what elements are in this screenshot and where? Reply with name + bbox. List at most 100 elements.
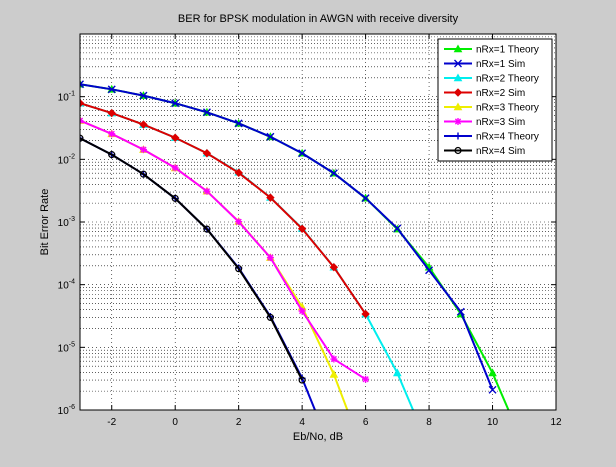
legend-item: nRx=4 Sim [444, 146, 525, 157]
data-point [488, 368, 497, 377]
data-point [108, 151, 116, 159]
legend-label: nRx=3 Sim [476, 117, 525, 128]
series-line [80, 119, 367, 381]
legend-marker [453, 73, 463, 82]
axes-ticks: -2 0 2 4 6 8 10 12 10-6 10-5 10-4 10-3 10-2 10-1 [58, 34, 562, 428]
legend-item: nRx=1 Theory [444, 44, 539, 56]
data-point [203, 225, 211, 233]
legend-marker [454, 146, 462, 155]
series-nrx-2-sim [80, 98, 370, 319]
data-point [139, 146, 147, 154]
data-point [298, 307, 306, 315]
y-tick-label: 10-3 [58, 216, 75, 229]
legend-label: nRx=3 Theory [476, 103, 539, 114]
series-group [80, 79, 528, 461]
data-point [266, 313, 274, 322]
x-tick-label: 10 [487, 417, 499, 428]
legend-label: nRx=2 Theory [476, 74, 539, 85]
y-tick-label: 10-2 [58, 153, 75, 166]
y-axis-label: Bit Error Rate [39, 189, 51, 256]
data-point [235, 265, 243, 273]
legend-item: nRx=3 Theory [444, 102, 539, 114]
x-tick-label: 12 [550, 417, 562, 428]
data-point [362, 375, 370, 383]
data-point [80, 80, 84, 89]
data-point [426, 444, 433, 450]
data-point [361, 194, 370, 203]
y-tick-label: 10-1 [58, 91, 75, 104]
data-point [234, 119, 243, 128]
data-point [456, 307, 465, 316]
series-nrx-1-sim [80, 80, 497, 394]
data-point [329, 369, 339, 378]
data-point [107, 108, 116, 118]
y-tick-label: 10-5 [58, 341, 75, 354]
x-axis-label: Eb/No, dB [293, 431, 343, 443]
y-tick-label: 10-6 [58, 404, 75, 417]
data-point [170, 133, 180, 142]
legend-label: nRx=2 Sim [476, 88, 525, 99]
data-point [330, 355, 338, 363]
legend-marker [453, 102, 463, 111]
legend-label: nRx=1 Theory [476, 45, 539, 56]
series-nrx-3-sim [80, 117, 370, 383]
data-point [80, 134, 84, 142]
data-point [266, 254, 274, 262]
data-point [202, 149, 212, 158]
data-point [139, 120, 148, 129]
legend-marker [454, 132, 462, 140]
data-point [330, 453, 337, 460]
data-point [139, 91, 148, 100]
legend: nRx=1 Theory nRx=1 Sim nRx=2 Theory nRx=2 S… [437, 38, 553, 162]
series-line [80, 137, 304, 381]
data-point [425, 266, 434, 275]
legend-marker [453, 44, 463, 53]
series-nrx-4-sim [80, 134, 306, 384]
data-point [80, 98, 85, 108]
data-point [171, 164, 179, 172]
data-point [297, 224, 307, 233]
legend-item: nRx=2 Sim [444, 88, 525, 99]
legend-box [437, 38, 553, 162]
x-tick-label: 8 [426, 417, 432, 428]
chart-title: BER for BPSK modulation in AWGN with rec… [178, 13, 459, 25]
x-tick-label: 0 [172, 417, 178, 428]
data-point [171, 194, 179, 202]
data-point [266, 193, 275, 202]
series-line [80, 83, 494, 391]
data-point [298, 376, 306, 384]
data-point [362, 455, 369, 461]
legend-marker [453, 88, 463, 97]
x-tick-label: -2 [107, 417, 116, 428]
data-point [107, 85, 116, 94]
series-line [80, 102, 367, 315]
data-point [202, 108, 211, 117]
data-point [488, 385, 497, 394]
legend-marker [454, 118, 462, 125]
legend-marker [454, 59, 462, 68]
data-point [171, 99, 180, 108]
x-tick-label: 4 [299, 417, 305, 428]
x-tick-label: 6 [363, 417, 369, 428]
data-point [108, 130, 116, 138]
data-point [329, 169, 338, 178]
x-tick-label: 2 [236, 417, 242, 428]
data-point [329, 262, 339, 272]
legend-label: nRx=1 Sim [476, 59, 525, 70]
legend-label: nRx=4 Sim [476, 146, 525, 157]
data-point [203, 187, 211, 195]
legend-item: nRx=1 Sim [444, 59, 525, 70]
data-point [393, 224, 402, 233]
y-tick-label: 10-4 [58, 279, 75, 292]
data-point [234, 168, 243, 177]
legend-item: nRx=2 Theory [444, 73, 539, 85]
data-point [298, 149, 307, 158]
data-point [139, 170, 148, 178]
data-point [521, 443, 528, 449]
legend-label: nRx=4 Theory [476, 132, 539, 143]
data-point [392, 368, 402, 377]
legend-item: nRx=4 Theory [444, 132, 539, 143]
data-point [235, 218, 243, 226]
